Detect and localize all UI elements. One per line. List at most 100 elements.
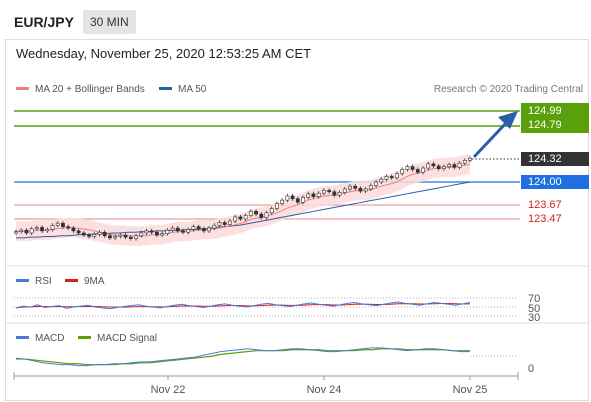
- rsi-middle-label: 50: [528, 303, 540, 315]
- resistance-2-tag: 124.99: [528, 105, 562, 117]
- macd-zero-label: 0: [528, 363, 534, 375]
- candle-body: [118, 234, 123, 237]
- ma50-line: [16, 181, 471, 239]
- legend-rsi-ma: 9MA: [65, 276, 105, 287]
- legend-rsi-swatch: [16, 278, 29, 282]
- candle-body: [186, 229, 191, 233]
- candle-body: [426, 163, 431, 169]
- candle-body: [280, 199, 285, 204]
- legend-ma20-label: MA 20 + Bollinger Bands: [35, 84, 145, 95]
- candle-body: [154, 231, 159, 236]
- symbol-tab[interactable]: EUR/JPY: [14, 14, 74, 30]
- candle-body: [113, 236, 118, 239]
- candle-body: [410, 166, 415, 170]
- candle-body: [207, 227, 211, 232]
- rsi-upper-label: 70: [528, 293, 540, 305]
- candle-body: [468, 157, 472, 161]
- candle-body: [29, 228, 34, 234]
- candle-body: [327, 190, 332, 193]
- candle-body: [374, 181, 378, 186]
- legend-ma50-swatch: [159, 86, 172, 90]
- rsi-line: [15, 301, 471, 310]
- legend-rsi-ma-label: 9MA: [84, 276, 105, 287]
- candle-body: [217, 222, 222, 226]
- legend-rsi-label: RSI: [35, 276, 52, 287]
- candle-body: [19, 229, 24, 232]
- candle-body: [34, 227, 39, 230]
- candle-body: [264, 212, 269, 218]
- x-label-nov25: Nov 25: [453, 384, 488, 396]
- candle-body: [233, 216, 238, 222]
- current-price-tag: 124.32: [521, 152, 589, 166]
- resistance-tag-box: [521, 103, 589, 133]
- candle-body: [139, 232, 144, 237]
- legend-ma20-swatch: [16, 86, 29, 90]
- candle-body: [55, 222, 60, 226]
- macd-signal-line: [16, 348, 470, 366]
- pivot-tag: 124.00: [521, 175, 589, 189]
- candle-body: [436, 165, 441, 170]
- candle-body: [301, 197, 305, 203]
- legend-ma20: MA 20 + Bollinger Bands: [16, 84, 145, 95]
- candle-body: [160, 233, 165, 236]
- candle-body: [421, 167, 425, 173]
- resistance-1-tag: 124.79: [528, 119, 562, 131]
- candle-body: [332, 191, 337, 196]
- candle-body: [97, 231, 102, 235]
- candle-body: [14, 231, 18, 234]
- candle-body: [102, 231, 107, 237]
- candle-body: [462, 160, 467, 164]
- chart-datetime: Wednesday, November 25, 2020 12:53:25 AM…: [16, 46, 312, 61]
- candle-body: [222, 222, 227, 225]
- legend-rsi: RSI: [16, 276, 52, 287]
- research-credit: Research © 2020 Trading Central: [433, 84, 583, 95]
- chart-panel: [5, 39, 589, 401]
- candle-body: [269, 208, 274, 214]
- forecast-arrow-head: [498, 111, 518, 129]
- candle-body: [431, 163, 436, 167]
- candle-body: [457, 162, 462, 168]
- candle-body: [285, 195, 290, 201]
- legend-macd-label: MACD: [35, 333, 65, 344]
- candle-body: [442, 166, 446, 170]
- candle-body: [259, 213, 264, 218]
- candle-body: [71, 227, 76, 232]
- x-label-nov22: Nov 22: [151, 384, 186, 396]
- candle-body: [181, 230, 185, 233]
- candle-body: [191, 226, 196, 230]
- forecast-arrow-shaft: [472, 120, 509, 159]
- candle-body: [108, 235, 112, 239]
- candle-body: [395, 173, 399, 179]
- legend-ma50-label: MA 50: [178, 84, 207, 95]
- candle-body: [92, 234, 97, 237]
- candle-body: [228, 220, 232, 225]
- candle-body: [123, 234, 128, 238]
- candle-body: [405, 166, 410, 170]
- legend-macd-swatch: [16, 335, 29, 339]
- legend-rsi-ma-swatch: [65, 278, 78, 282]
- candle-body: [368, 185, 373, 190]
- candle-body: [50, 224, 55, 230]
- candle-body: [144, 230, 149, 234]
- candle-body: [24, 229, 29, 234]
- candle-body: [306, 193, 311, 198]
- candle-body: [66, 226, 71, 229]
- candle-body: [447, 164, 452, 167]
- rsi-lower-label: 30: [528, 312, 540, 324]
- candle-body: [295, 198, 300, 203]
- candle-body: [275, 203, 279, 209]
- candle-body: [128, 236, 133, 239]
- interval-tab[interactable]: 30 MIN: [83, 10, 136, 34]
- candle-body: [149, 230, 154, 233]
- candle-body: [384, 176, 389, 180]
- legend-macd: MACD: [16, 333, 64, 344]
- candle-body: [342, 188, 347, 193]
- candle-body: [134, 235, 138, 239]
- candle-body: [311, 193, 316, 197]
- ma20-line: [15, 163, 471, 237]
- candle-body: [61, 222, 65, 227]
- candle-body: [452, 164, 457, 168]
- candle-body: [389, 176, 394, 179]
- candle-body: [87, 234, 91, 237]
